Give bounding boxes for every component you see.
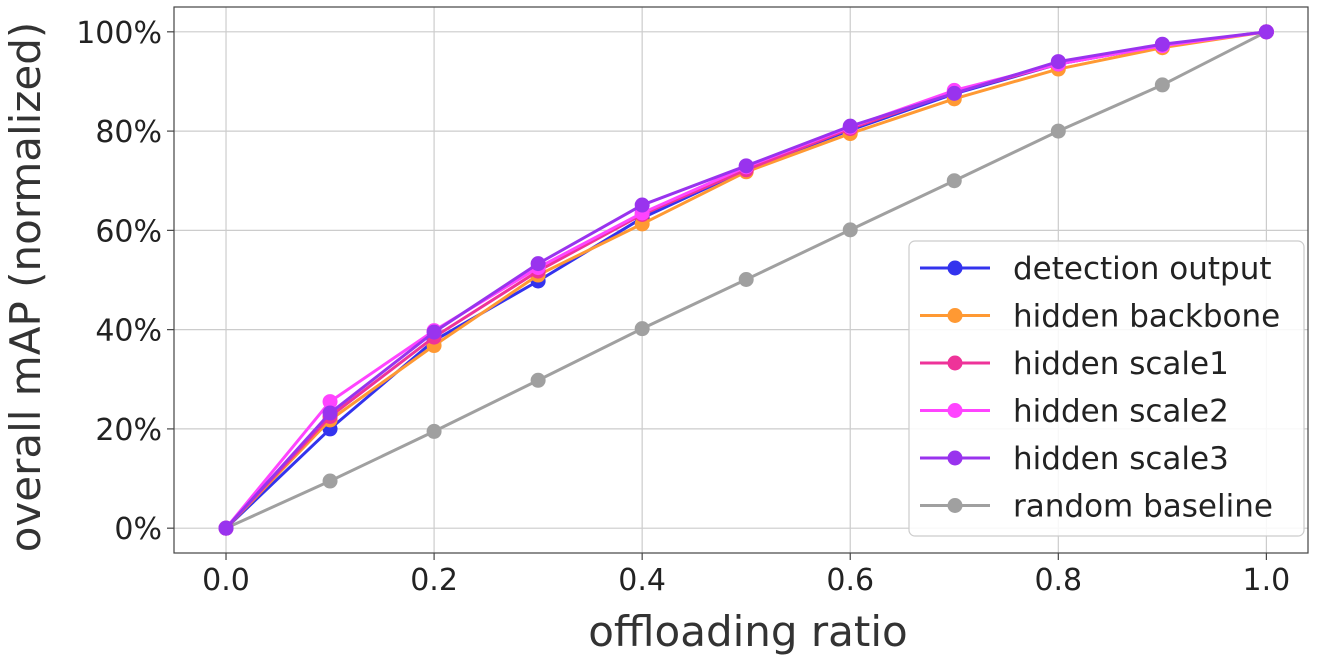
data-point: [738, 272, 754, 288]
series-layer: [218, 24, 1274, 536]
legend-label: random baseline: [1013, 489, 1273, 525]
y-tick-label: 0%: [114, 512, 162, 547]
data-point: [1050, 123, 1066, 139]
y-axis-ticks: 0% 20% 40% 60% 80% 100%: [76, 16, 174, 547]
data-point: [738, 158, 754, 174]
data-point: [946, 173, 962, 189]
data-point: [842, 118, 858, 134]
y-tick-label: 60%: [95, 214, 162, 249]
legend-item: hidden scale3: [920, 441, 1229, 477]
legend-label: hidden scale2: [1013, 394, 1229, 430]
x-tick-label: 0.2: [410, 563, 458, 598]
data-point: [322, 405, 338, 421]
plot-frame: [173, 6, 1309, 554]
x-tick-label: 0.6: [826, 563, 874, 598]
data-point: [842, 222, 858, 238]
x-tick-label: 1.0: [1243, 563, 1291, 598]
x-tick-label: 0.4: [618, 563, 666, 598]
legend-item: hidden scale1: [920, 346, 1229, 382]
legend-swatch-marker: [947, 308, 963, 323]
legend-swatch-marker: [947, 450, 963, 466]
x-axis-title: offloading ratio: [588, 607, 908, 656]
data-point: [634, 197, 650, 213]
legend-label: hidden scale3: [1013, 441, 1229, 477]
legend-item: hidden backbone: [920, 299, 1280, 335]
legend-label: hidden scale1: [1013, 346, 1229, 382]
y-tick-label: 20%: [95, 413, 162, 448]
x-axis-ticks: 0.0 0.2 0.4 0.6 0.8 1.0: [202, 553, 1290, 598]
y-tick-label: 40%: [95, 314, 162, 349]
data-point: [1258, 24, 1274, 40]
legend-item: detection output: [920, 251, 1272, 287]
x-tick-label: 0.8: [1034, 563, 1082, 598]
data-point: [1154, 36, 1170, 52]
data-point: [322, 473, 338, 489]
data-point: [1154, 77, 1170, 93]
x-tick-label: 0.0: [202, 563, 250, 598]
y-tick-label: 100%: [76, 16, 162, 51]
data-point: [530, 256, 546, 272]
legend-swatch-marker: [947, 355, 963, 371]
legend-label: detection output: [1013, 251, 1272, 287]
legend-label: hidden backbone: [1013, 299, 1280, 335]
legend-item: random baseline: [920, 489, 1273, 525]
legend-item: hidden scale2: [920, 394, 1229, 430]
legend: detection output hidden backbone hidden sc…: [908, 240, 1305, 537]
data-point: [322, 394, 338, 410]
y-tick-label: 80%: [95, 115, 162, 150]
legend-swatch-marker: [947, 260, 963, 276]
data-point: [634, 321, 650, 337]
legend-box: [908, 240, 1305, 537]
data-point: [426, 423, 442, 439]
data-point: [946, 85, 962, 101]
data-point: [1050, 54, 1066, 70]
y-axis-title: overall mAP (normalized): [1, 22, 50, 553]
legend-swatch-marker: [947, 403, 963, 418]
data-point: [218, 520, 234, 536]
legend-swatch-marker: [947, 498, 963, 513]
series-hidden-scale3: [218, 24, 1274, 536]
data-point: [530, 372, 546, 388]
data-point: [426, 324, 442, 340]
